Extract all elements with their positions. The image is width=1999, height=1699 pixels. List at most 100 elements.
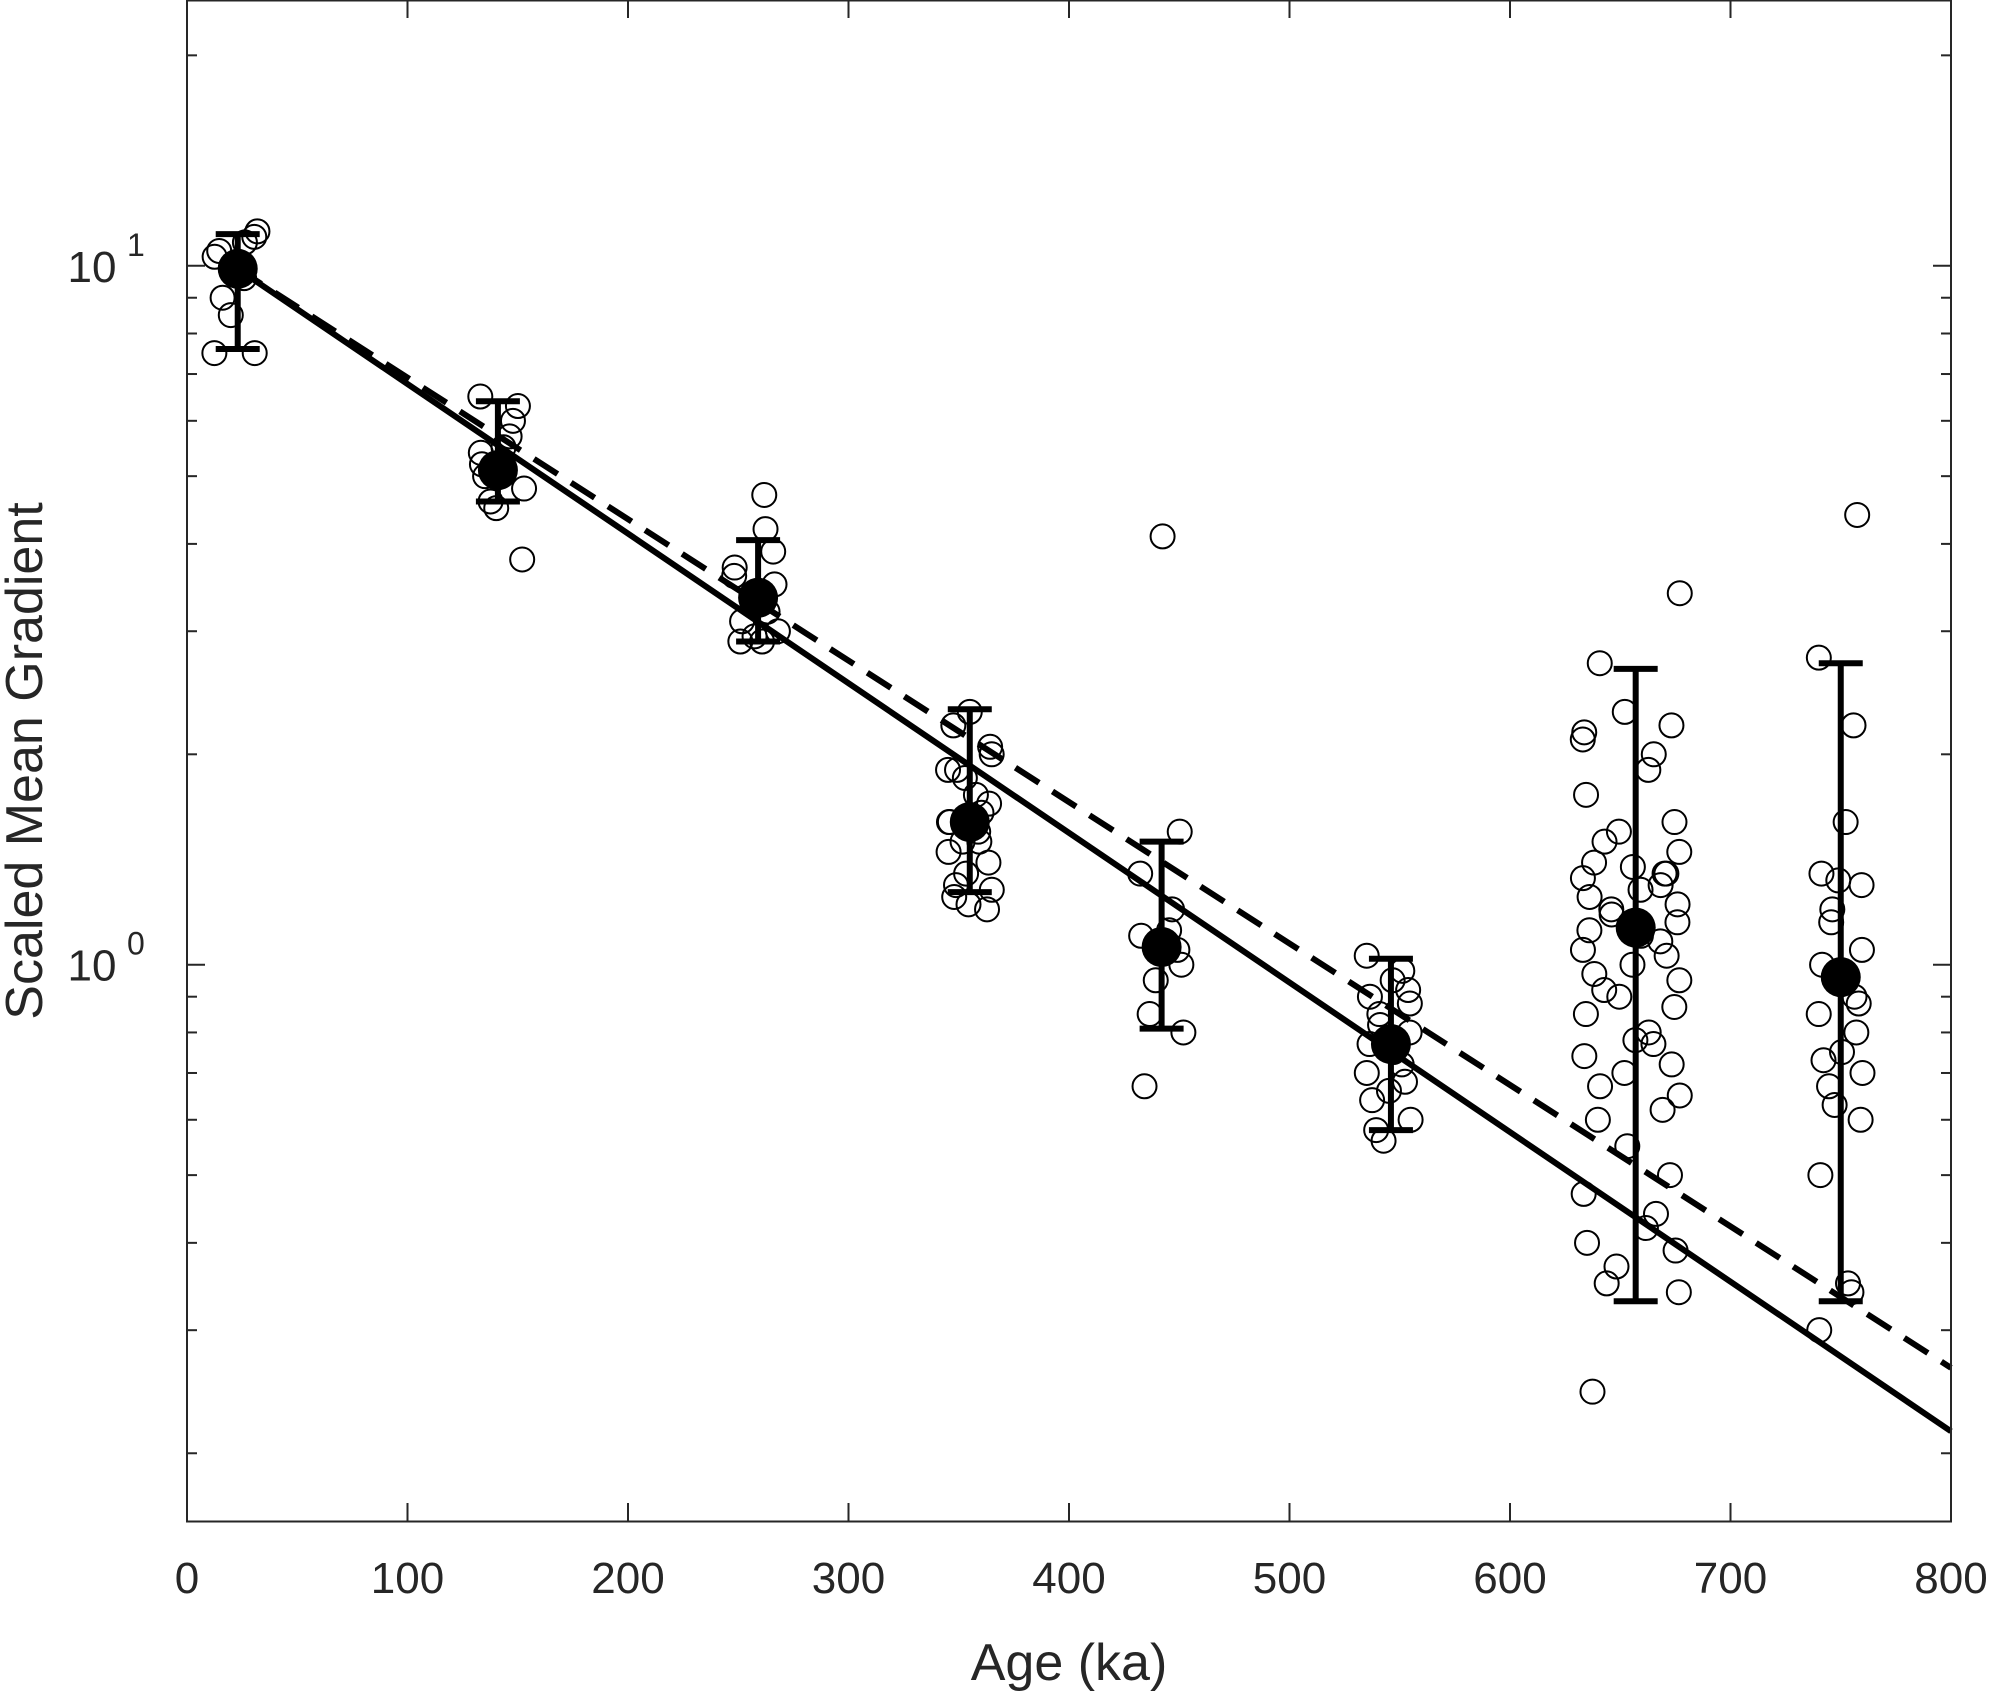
fit-lines [236,266,1953,1434]
mean-point [1820,957,1861,998]
x-tick-label: 400 [1032,1554,1105,1603]
sample-point [509,546,536,573]
sample-point [1832,809,1859,836]
sample-point [1569,726,1596,753]
sample-point [1603,1253,1630,1280]
mean-point [949,802,990,843]
fit-line-solid [236,266,1953,1434]
sample-point [1653,942,1680,969]
x-tick-label: 300 [812,1554,885,1603]
mean-point [477,450,518,491]
sample-point [1661,993,1688,1020]
sample-point [1619,951,1646,978]
sample-point [1396,990,1423,1017]
sample-point [1661,809,1688,836]
sample-point [1810,1047,1837,1074]
x-tick-label: 700 [1694,1554,1767,1603]
x-tick-label: 100 [371,1554,444,1603]
sample-point [935,838,962,865]
sample-point [1666,838,1693,865]
sample-point [751,481,778,508]
x-tick-label: 0 [175,1554,199,1603]
sample-point [1806,1317,1833,1344]
sample-point [1572,1001,1599,1028]
sample-point [1593,1270,1620,1297]
sample-point [241,340,268,367]
sample-point [1649,1096,1676,1123]
y-tick-label-exponent: 0 [127,926,145,962]
sample-point [1584,1106,1611,1133]
plot-frame [186,0,1952,1523]
sample-point [1666,1082,1693,1109]
sample-point [1658,1051,1685,1078]
sample-point [1805,644,1832,671]
sample-point [1627,876,1654,903]
sample-point [1142,967,1169,994]
sample-point [1614,1133,1641,1160]
sample-point [511,475,538,502]
x-tick-label: 200 [591,1554,664,1603]
sample-point [1569,865,1596,892]
mean-point [1615,907,1656,948]
sample-point [1149,523,1176,550]
sample-point [1395,977,1422,1004]
sample-point [467,383,494,410]
sample-point [1574,1229,1601,1256]
sample-point [1821,1091,1848,1118]
sample-point [977,733,1004,760]
sample-point [1570,1180,1597,1207]
sample-point [1651,860,1678,887]
y-tick-labels: 10 0 10 1 [68,227,145,991]
sample-point [1356,983,1383,1010]
sample-point [1656,1162,1683,1189]
x-axis-label: Age (ka) [971,1634,1168,1692]
sample-point [1805,1001,1832,1028]
x-tick-labels: 0 100 200 300 400 500 600 700 800 [175,1554,1988,1603]
sample-point [941,883,968,910]
sample-point [1664,909,1691,936]
sample-point [1848,936,1875,963]
mean-point [1370,1024,1411,1065]
y-axis-label: Scaled Mean Gradient [0,502,54,1020]
sample-point [1573,781,1600,808]
sample-point [1819,896,1846,923]
sample-point [1640,741,1667,768]
sample-point [1605,818,1632,845]
sample-point [974,896,1001,923]
sample-point [721,562,748,589]
x-tick-label: 500 [1253,1554,1326,1603]
sample-point [201,340,228,367]
sample-point [1131,1073,1158,1100]
sample-point [741,623,768,650]
sample-point [1606,983,1633,1010]
sample-point [1579,1378,1606,1405]
sample-point [935,756,962,783]
sample-point [1127,860,1154,887]
mean-point [217,248,258,289]
sample-point [940,712,967,739]
fit-line-dashed [236,266,1953,1371]
sample-point [1576,917,1603,944]
sample-point [1576,883,1603,910]
sample-point [1640,1031,1667,1058]
sample-point [1664,891,1691,918]
sample-point [1586,650,1613,677]
sample-point [1844,501,1871,528]
sample-point [1170,1019,1197,1046]
mean-point [738,577,779,618]
sample-point [1353,1059,1380,1086]
sample-point [1359,1087,1386,1114]
sample-point [1569,936,1596,963]
sample-point [1843,1019,1870,1046]
sample-point [1571,1043,1598,1070]
sample-point [1666,580,1693,607]
sample-point [975,849,1002,876]
y-tick-label: 10 [68,243,117,292]
sample-point [1807,1162,1834,1189]
sample-point [1845,990,1872,1017]
sample-point [1647,872,1674,899]
sample-point [1642,1200,1669,1227]
x-tick-label: 600 [1473,1554,1546,1603]
